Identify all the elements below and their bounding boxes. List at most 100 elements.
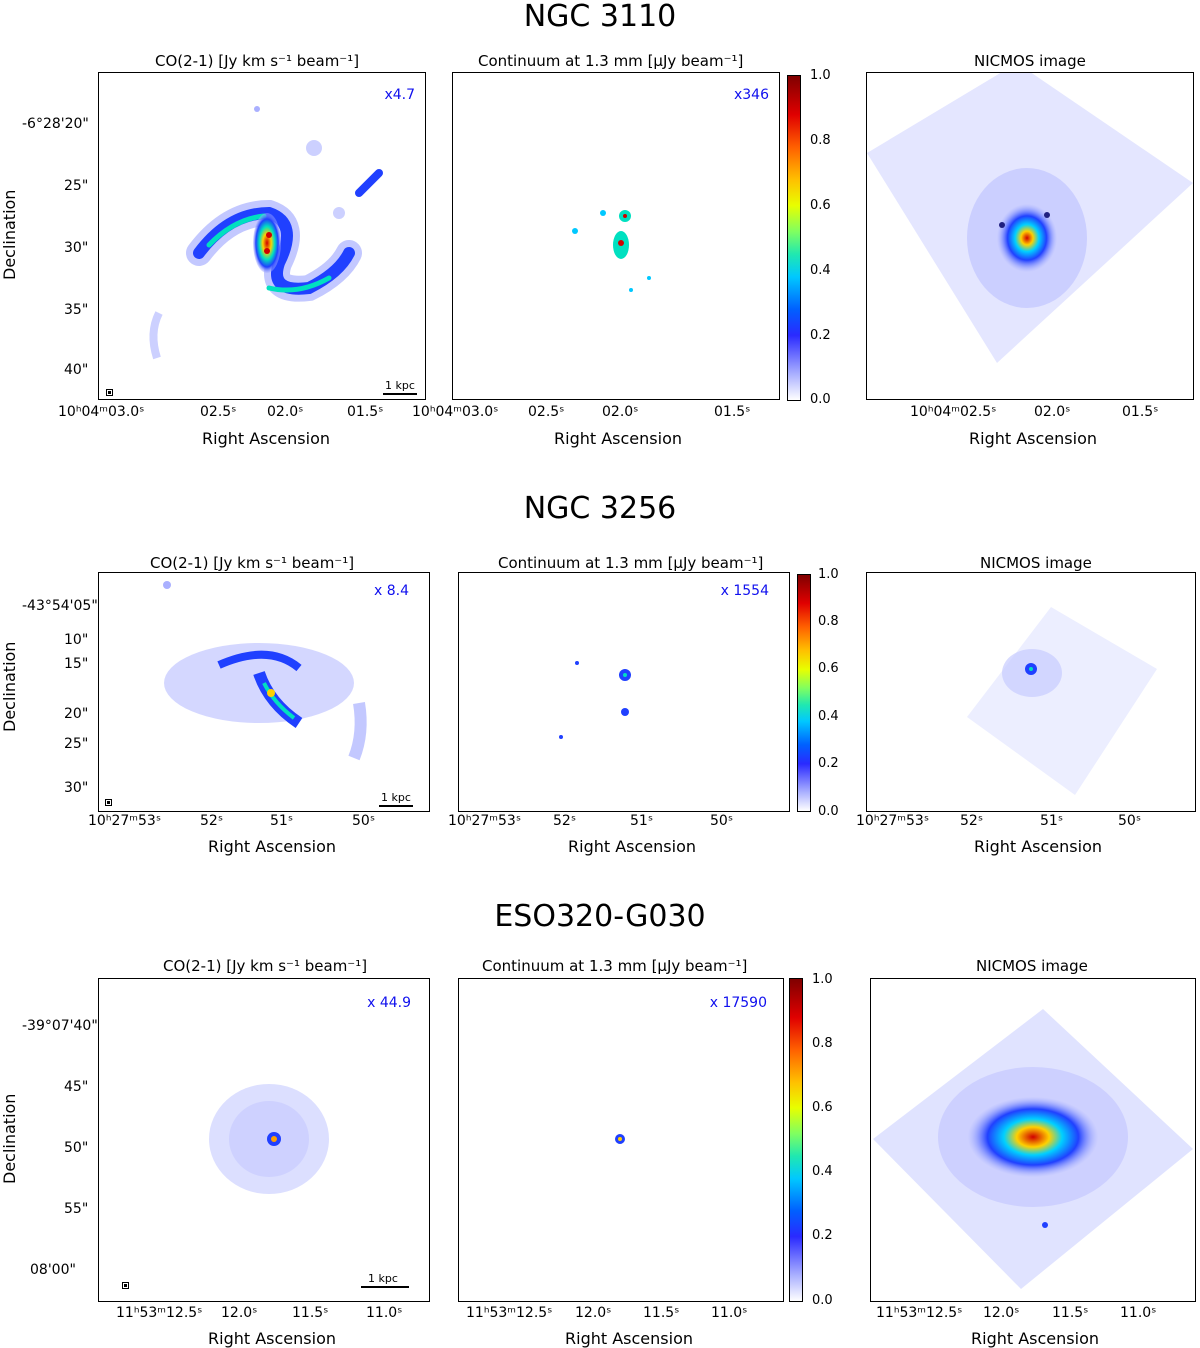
ra-tick-label: 10ʰ04ᵐ03.0ˢ — [58, 404, 145, 420]
x-axis-label: Right Ascension — [554, 429, 682, 448]
galaxy-title-ngc3110: NGC 3110 — [523, 0, 677, 34]
nicmos-image — [873, 1009, 1193, 1289]
nicmos-map-ngc3256 — [866, 572, 1196, 812]
colorbar — [797, 574, 811, 812]
x-axis-label: Right Ascension — [208, 1329, 336, 1348]
x-axis-label: Right Ascension — [202, 429, 330, 448]
dec-tick-label: 20" — [64, 706, 89, 722]
continuum-scale-factor: x346 — [733, 87, 769, 103]
dec-tick-label: 15" — [64, 656, 89, 672]
colorbar-tick-label: 0.2 — [818, 756, 839, 771]
continuum-scale-factor: x 1554 — [720, 583, 769, 599]
galaxy-title-ngc3256: NGC 3256 — [523, 491, 677, 526]
galaxy-title-eso320: ESO320-G030 — [494, 899, 706, 934]
ra-tick-label: 50ˢ — [352, 813, 376, 829]
ra-tick-label: 02.5ˢ — [528, 404, 565, 420]
co-emission-image — [149, 106, 383, 360]
continuum-map-eso320: x 17590 — [458, 978, 784, 1302]
scalebar-label: 1 kpc — [381, 791, 411, 804]
ra-tick-label: 12.0ˢ — [983, 1305, 1020, 1321]
dec-tick-label: 25" — [64, 178, 89, 194]
colorbar — [789, 978, 803, 1302]
colorbar-tick-label: 0.2 — [812, 1228, 833, 1243]
colorbar-tick-label: 0.0 — [818, 804, 839, 819]
co-scale-factor: x4.7 — [384, 87, 415, 103]
x-axis-label: Right Ascension — [208, 837, 336, 856]
ra-tick-label: 12.0ˢ — [221, 1305, 258, 1321]
nicmos-panel-title: NICMOS image — [976, 957, 1088, 975]
dec-tick-label: 08'00" — [30, 1262, 76, 1278]
dec-tick-label: 30" — [64, 240, 89, 256]
colorbar-tick-label: 0.6 — [818, 661, 839, 676]
y-axis-label: Declination — [0, 641, 19, 732]
colorbar-tick-label: 1.0 — [810, 68, 831, 83]
dec-tick-label: 35" — [64, 302, 89, 318]
co-map-ngc3110: x4.7 1 kpc — [98, 72, 426, 400]
colorbar-tick-label: 0.2 — [810, 328, 831, 343]
ra-tick-label: 02.0ˢ — [602, 404, 639, 420]
x-axis-label: Right Ascension — [969, 429, 1097, 448]
dec-tick-label: 25" — [64, 736, 89, 752]
nicmos-panel-title: NICMOS image — [980, 554, 1092, 572]
co-panel-title: CO(2-1) [Jy km s⁻¹ beam⁻¹] — [155, 52, 360, 70]
co-panel-title: CO(2-1) [Jy km s⁻¹ beam⁻¹] — [163, 957, 368, 975]
colorbar-tick-label: 0.8 — [818, 614, 839, 629]
dec-tick-label: 50" — [64, 1140, 89, 1156]
ra-tick-label: 10ʰ04ᵐ02.5ˢ — [910, 404, 997, 420]
ra-tick-label: 11ʰ53ᵐ12.5ˢ — [116, 1305, 203, 1321]
co-map-ngc3256: x 8.4 1 kpc — [98, 572, 430, 812]
continuum-panel-title: Continuum at 1.3 mm [μJy beam⁻¹] — [498, 554, 764, 572]
ra-tick-label: 02.0ˢ — [267, 404, 304, 420]
ra-tick-label: 02.0ˢ — [1034, 404, 1071, 420]
beam-size-marker — [106, 389, 113, 396]
ra-tick-label: 01.5ˢ — [714, 404, 751, 420]
beam-size-marker — [105, 799, 112, 806]
co-scale-factor: x 44.9 — [367, 995, 411, 1011]
ra-tick-label: 51ˢ — [1040, 813, 1064, 829]
ra-tick-label: 11ʰ53ᵐ12.5ˢ — [466, 1305, 553, 1321]
dec-tick-label: -6°28'20" — [22, 116, 89, 132]
dec-tick-label: 55" — [64, 1201, 89, 1217]
continuum-scale-factor: x 17590 — [709, 995, 767, 1011]
ra-tick-label: 11.5ˢ — [643, 1305, 680, 1321]
nicmos-image — [867, 73, 1193, 363]
ra-tick-label: 52ˢ — [553, 813, 577, 829]
nicmos-map-ngc3110 — [866, 72, 1194, 400]
scalebar-label: 1 kpc — [385, 379, 415, 392]
ra-tick-label: 12.0ˢ — [575, 1305, 612, 1321]
colorbar-tick-label: 0.6 — [812, 1100, 833, 1115]
colorbar-tick-label: 0.0 — [812, 1293, 833, 1308]
x-axis-label: Right Ascension — [568, 837, 696, 856]
y-axis-label: Declination — [0, 1093, 19, 1184]
beam-size-marker — [122, 1282, 129, 1289]
ra-tick-label: 50ˢ — [1118, 813, 1142, 829]
ra-tick-label: 10ʰ27ᵐ53ˢ — [856, 813, 930, 829]
co-scale-factor: x 8.4 — [374, 583, 409, 599]
ra-tick-label: 01.5ˢ — [1122, 404, 1159, 420]
colorbar-tick-label: 0.4 — [812, 1164, 833, 1179]
ra-tick-label: 52ˢ — [960, 813, 984, 829]
ra-tick-label: 10ʰ04ᵐ03.0ˢ — [412, 404, 499, 420]
dec-tick-label: -43°54'05" — [22, 598, 98, 614]
dec-tick-label: 45" — [64, 1079, 89, 1095]
ra-tick-label: 50ˢ — [710, 813, 734, 829]
nicmos-map-eso320 — [870, 978, 1196, 1302]
scalebar — [379, 805, 413, 807]
ra-tick-label: 11.0ˢ — [1120, 1305, 1157, 1321]
dec-tick-label: 40" — [64, 362, 89, 378]
colorbar-tick-label: 0.0 — [810, 392, 831, 407]
continuum-emission-image — [572, 210, 651, 292]
co-panel-title: CO(2-1) [Jy km s⁻¹ beam⁻¹] — [150, 554, 355, 572]
continuum-emission-image — [559, 661, 631, 739]
colorbar-tick-label: 0.8 — [810, 133, 831, 148]
ra-tick-label: 11.5ˢ — [292, 1305, 329, 1321]
ra-tick-label: 02.5ˢ — [200, 404, 237, 420]
ra-tick-label: 51ˢ — [630, 813, 654, 829]
y-axis-label: Declination — [0, 189, 19, 280]
x-axis-label: Right Ascension — [971, 1329, 1099, 1348]
ra-tick-label: 11.5ˢ — [1052, 1305, 1089, 1321]
colorbar — [787, 75, 801, 401]
colorbar-tick-label: 0.8 — [812, 1036, 833, 1051]
ra-tick-label: 51ˢ — [270, 813, 294, 829]
continuum-map-ngc3256: x 1554 — [458, 572, 790, 812]
